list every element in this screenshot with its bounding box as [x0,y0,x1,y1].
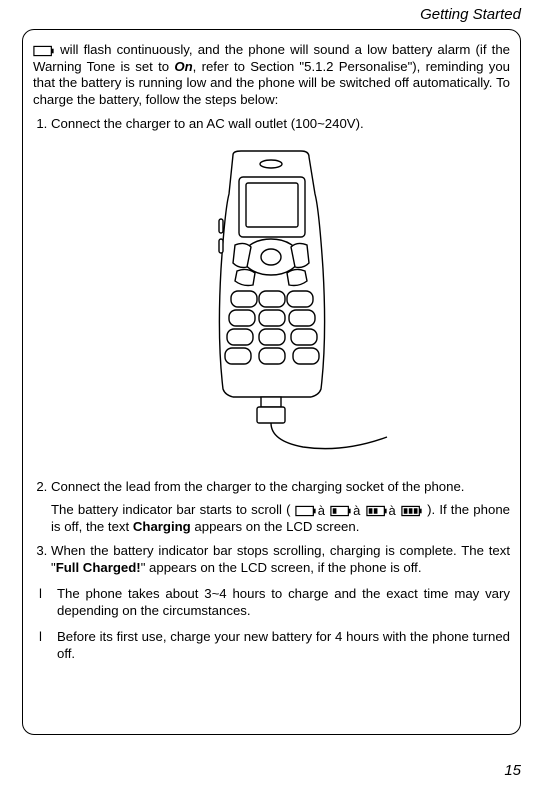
step-3-bold: Full Charged! [56,560,141,575]
battery-1-icon [330,505,352,517]
chapter-header: Getting Started [22,0,521,29]
step-2-charging: Charging [133,519,191,534]
battery-empty-icon [33,45,55,57]
steps-list: Connect the charger to an AC wall outlet… [33,116,510,576]
battery-2-icon [366,505,388,517]
step-1: Connect the charger to an AC wall outlet… [51,116,510,465]
chapter-title: Getting Started [420,6,521,23]
battery-scroll-sequence: à à à [291,502,428,517]
phone-illustration-wrap [51,149,510,466]
intro-paragraph: will flash continuously, and the phone w… [33,42,510,108]
content-frame: will flash continuously, and the phone w… [22,29,521,735]
note-2-text: Before its first use, charge your new ba… [57,629,510,661]
arrow-icon: à [317,503,326,519]
battery-3-icon [401,505,423,517]
step-1-text: Connect the charger to an AC wall outlet… [51,116,364,131]
phone-illustration [173,149,388,461]
note-1-text: The phone takes about 3~4 hours to charg… [57,586,510,618]
arrow-icon: à [388,503,397,519]
page-number: 15 [504,762,521,779]
step-2-post2: appears on the LCD screen. [191,519,360,534]
step-2-pre: The battery indicator bar starts to scro… [51,502,291,517]
page-number-text: 15 [504,762,521,779]
notes-list: The phone takes about 3~4 hours to charg… [33,586,510,662]
intro-on: On [174,59,192,74]
step-2-line2: The battery indicator bar starts to scro… [51,502,510,536]
page: Getting Started will flash continuously,… [0,0,543,791]
step-3: When the battery indicator bar stops scr… [51,543,510,576]
battery-0-icon [295,505,317,517]
note-2: Before its first use, charge your new ba… [33,629,510,662]
arrow-icon: à [352,503,361,519]
note-1: The phone takes about 3~4 hours to charg… [33,586,510,619]
step-3-post: " appears on the LCD screen, if the phon… [141,560,422,575]
step-2-line1: Connect the lead from the charger to the… [51,479,464,494]
step-2: Connect the lead from the charger to the… [51,479,510,535]
